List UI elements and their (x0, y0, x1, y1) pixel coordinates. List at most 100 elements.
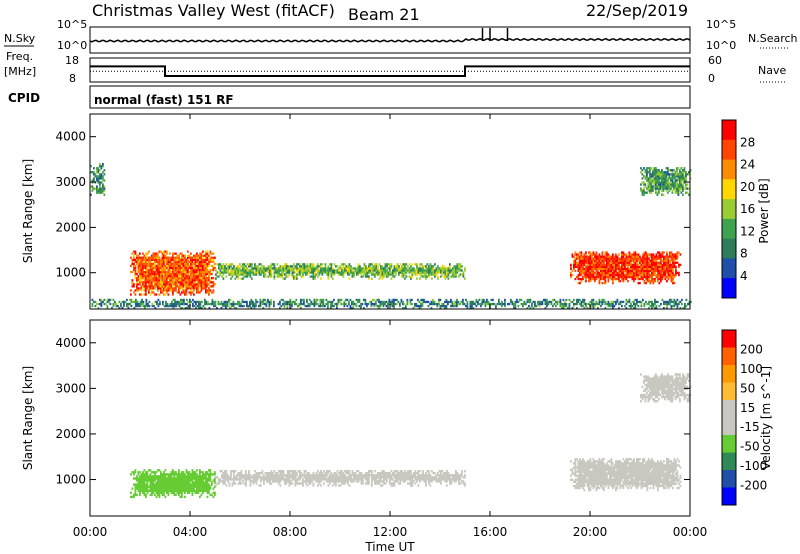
heatmap-cell (643, 273, 646, 277)
heatmap-cell (657, 300, 659, 304)
heatmap-cell (172, 268, 174, 272)
heatmap-cell (610, 269, 613, 273)
heatmap-cell (225, 474, 228, 477)
heatmap-cell (139, 262, 141, 265)
heatmap-cell (161, 285, 164, 288)
heatmap-cell (299, 474, 301, 477)
heatmap-cell (661, 275, 664, 279)
heatmap-cell (266, 476, 268, 479)
heatmap-cell (682, 187, 684, 190)
heatmap-cell (96, 169, 98, 172)
heatmap-cell (187, 270, 189, 274)
heatmap-cell (537, 300, 539, 304)
heatmap-cell (182, 275, 185, 278)
heatmap-cell (300, 267, 303, 270)
heatmap-cell (163, 491, 165, 494)
heatmap-cell (153, 304, 155, 308)
heatmap-cell (404, 263, 406, 266)
heatmap-cell (290, 480, 292, 483)
heatmap-cell (279, 476, 282, 479)
heatmap-cell (317, 484, 319, 487)
heatmap-cell (187, 481, 189, 484)
heatmap-cell (606, 269, 608, 273)
heatmap-cell (172, 291, 174, 294)
heatmap-cell (91, 304, 94, 308)
heatmap-cell (571, 273, 574, 277)
heatmap-cell (267, 472, 270, 475)
heatmap-cell (161, 485, 164, 488)
heatmap-cell (616, 300, 619, 304)
heatmap-cell (653, 167, 656, 170)
heatmap-cell (310, 302, 313, 306)
heatmap-cell (624, 257, 626, 260)
heatmap-cell (148, 272, 150, 276)
heatmap-cell (663, 259, 665, 262)
heatmap-cell (603, 263, 605, 266)
heatmap-cell (209, 479, 212, 482)
heatmap-cell (523, 300, 526, 304)
heatmap-cell (655, 263, 658, 266)
heatmap-cell (592, 261, 595, 264)
heatmap-cell (685, 175, 687, 178)
heatmap-cell (456, 298, 458, 302)
heatmap-cell (279, 480, 282, 483)
heatmap-cell (612, 304, 614, 308)
heatmap-cell (134, 264, 137, 268)
heatmap-cell (240, 271, 243, 274)
heatmap-cell (323, 267, 325, 270)
heatmap-cell (687, 302, 689, 306)
heatmap-cell (325, 298, 328, 302)
heatmap-cell (308, 269, 310, 272)
heatmap-cell (402, 300, 404, 304)
heatmap-cell (148, 262, 150, 265)
heatmap-cell (231, 267, 234, 270)
heatmap-cell (111, 307, 113, 310)
heatmap-cell (173, 264, 176, 268)
heatmap-cell (202, 479, 204, 482)
heatmap-cell (672, 267, 674, 270)
heatmap-cell (254, 476, 256, 479)
heatmap-cell (579, 282, 581, 285)
heatmap-cell (597, 257, 599, 260)
heatmap-cell (324, 267, 327, 270)
heatmap-cell (655, 255, 658, 258)
heatmap-cell (564, 302, 566, 306)
heatmap-cell (148, 469, 150, 472)
heatmap-cell (178, 487, 180, 490)
heatmap-cell (190, 264, 192, 268)
heatmap-cell (674, 187, 677, 190)
heatmap-cell (90, 193, 92, 196)
heatmap-cell (453, 267, 456, 270)
heatmap-cell (678, 273, 680, 277)
heatmap-cell (205, 302, 208, 306)
heatmap-cell (555, 300, 557, 304)
heatmap-cell (469, 304, 472, 308)
heatmap-cell (660, 267, 662, 270)
heatmap-cell (144, 304, 146, 308)
heatmap-cell (464, 269, 466, 272)
heatmap-cell (607, 259, 610, 262)
heatmap-cell (502, 302, 505, 306)
heatmap-cell (480, 304, 482, 308)
heatmap-cell (598, 302, 601, 306)
heatmap-cell (591, 298, 593, 302)
heatmap-cell (595, 277, 598, 281)
heatmap-cell (192, 304, 194, 308)
heatmap-cell (206, 250, 209, 253)
heatmap-cell (574, 263, 577, 266)
heatmap-cell (139, 275, 141, 278)
heatmap-cell (662, 177, 665, 180)
heatmap-cell (157, 298, 160, 302)
heatmap-cell (206, 281, 209, 284)
heatmap-cell (185, 471, 188, 474)
heatmap-cell (321, 304, 323, 308)
heatmap-cell (437, 269, 439, 272)
heatmap-cell (163, 485, 165, 488)
heatmap-cell (275, 271, 277, 274)
heatmap-cell (580, 302, 583, 306)
heatmap-cell (651, 273, 653, 277)
heatmap-cell (133, 262, 135, 265)
heatmap-cell (190, 477, 192, 480)
heatmap-cell (492, 298, 494, 302)
heatmap-cell (598, 263, 601, 266)
